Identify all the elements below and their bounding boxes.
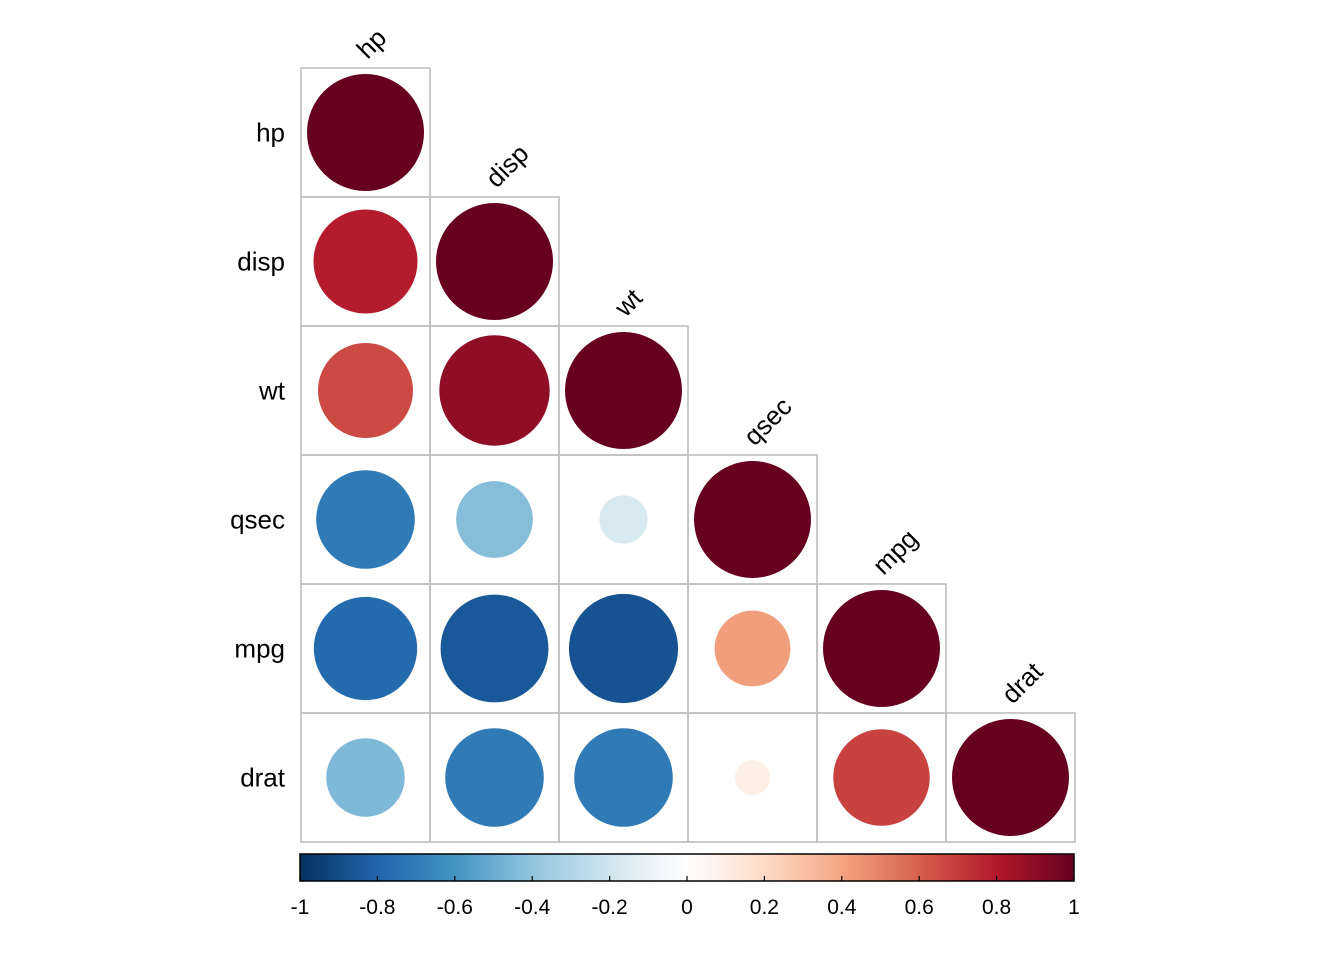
colorbar-tick-label: 0	[681, 896, 693, 919]
colorbar-legend: -1 -0.8 -0.6 -0.4 -0.2 0 0.2 0.4 0.6 0.8 1	[291, 853, 1080, 919]
colorbar-tick-label: -1	[291, 896, 310, 919]
col-label-disp: disp	[480, 138, 535, 193]
colorbar-tick-label: 0.4	[827, 896, 857, 919]
corr-circle-drat-mpg	[833, 729, 930, 826]
corr-circle-qsec-disp	[456, 481, 533, 558]
corr-circle-disp-hp	[313, 209, 418, 314]
col-label-wt: wt	[608, 282, 649, 323]
col-label-drat: drat	[996, 656, 1049, 709]
col-label-qsec: qsec	[738, 391, 798, 451]
row-label-hp: hp	[256, 118, 285, 148]
corr-circle-qsec-hp	[316, 470, 415, 569]
colorbar-tick-label: 1	[1068, 896, 1080, 919]
cell-drat-drat	[945, 712, 1076, 843]
corr-circle-mpg-mpg	[823, 590, 940, 707]
corr-circle-hp-hp	[307, 74, 424, 191]
corr-circle-drat-wt	[574, 728, 673, 827]
row-label-wt: wt	[258, 376, 286, 406]
colorbar-tick-label: -0.8	[359, 896, 395, 919]
corr-circle-mpg-hp	[313, 596, 418, 701]
corr-circle-mpg-wt	[568, 593, 679, 704]
row-labels: hp disp wt qsec mpg drat	[230, 118, 286, 793]
colorbar-tick-label: -0.4	[514, 896, 551, 919]
corr-circle-qsec-wt	[599, 495, 648, 544]
row-label-drat: drat	[240, 763, 286, 793]
corr-circle-mpg-qsec	[714, 610, 791, 687]
colorbar-tick-label: 0.8	[982, 896, 1011, 919]
col-label-mpg: mpg	[867, 523, 924, 580]
corr-circle-drat-disp	[445, 728, 544, 827]
row-label-disp: disp	[237, 247, 285, 277]
colorbar-tick-label: 0.2	[750, 896, 779, 919]
corr-circle-disp-disp	[436, 203, 553, 320]
corr-circle-wt-hp	[317, 342, 414, 439]
colorbar-tick-label: -0.6	[437, 896, 473, 919]
row-label-qsec: qsec	[230, 505, 285, 535]
colorbar-tick-label: -0.2	[592, 896, 628, 919]
corr-circle-drat-hp	[326, 738, 405, 817]
row-label-mpg: mpg	[234, 634, 285, 664]
corr-circle-mpg-disp	[440, 594, 549, 703]
corr-circle-wt-disp	[439, 335, 550, 446]
corr-circle-drat-qsec	[734, 759, 771, 796]
col-label-hp: hp	[351, 23, 393, 65]
corr-circle-wt-wt	[565, 332, 682, 449]
colorbar-ticks: -1 -0.8 -0.6 -0.4 -0.2 0 0.2 0.4 0.6 0.8 1	[291, 876, 1080, 919]
corr-circle-qsec-qsec	[694, 461, 811, 578]
correlation-cells	[300, 67, 1076, 843]
corr-circle-drat-drat	[952, 719, 1069, 836]
colorbar-tick-label: 0.6	[905, 896, 934, 919]
